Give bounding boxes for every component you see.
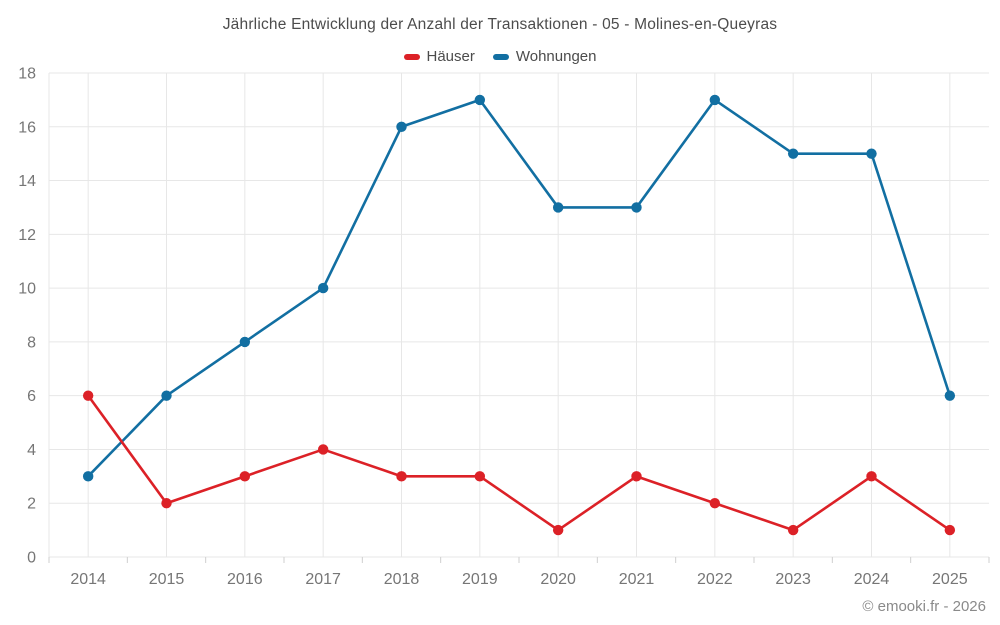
chart-legend: Häuser Wohnungen: [0, 48, 1000, 65]
y-tick-label: 18: [18, 66, 36, 83]
data-point-marker[interactable]: [866, 148, 877, 159]
data-point-marker[interactable]: [161, 390, 172, 401]
y-tick-label: 14: [18, 173, 36, 190]
data-point-marker[interactable]: [474, 94, 486, 106]
data-point-marker[interactable]: [787, 148, 799, 159]
legend-swatch-haeuser: [403, 53, 420, 60]
series-wohnungen: [82, 94, 956, 482]
axis-ticks: [48, 557, 990, 563]
y-tick-label: 0: [27, 550, 36, 567]
chart-title: Jährliche Entwicklung der Anzahl der Tra…: [222, 16, 778, 33]
y-tick-label: 10: [18, 281, 36, 298]
data-point-marker[interactable]: [787, 524, 799, 536]
data-point-marker[interactable]: [552, 202, 564, 213]
gridlines: [48, 72, 989, 558]
x-tick-label: 2015: [149, 571, 185, 588]
legend-item-wohnungen[interactable]: Wohnungen: [492, 48, 597, 65]
x-tick-label: 2023: [775, 571, 811, 588]
data-point-marker[interactable]: [239, 336, 251, 348]
y-tick-label: 4: [27, 442, 36, 459]
legend-label-wohnungen: Wohnungen: [515, 48, 597, 65]
x-tick-label: 2022: [697, 571, 733, 588]
y-tick-label: 8: [27, 334, 36, 351]
data-point-marker[interactable]: [944, 390, 956, 401]
x-tick-label: 2017: [305, 571, 341, 588]
y-axis-labels: 0 2 4 6 8 10 12 14 16 18: [18, 66, 36, 567]
data-point-marker[interactable]: [866, 471, 877, 482]
x-tick-label: 2020: [540, 571, 576, 588]
data-point-marker[interactable]: [396, 471, 407, 482]
data-point-marker[interactable]: [317, 444, 329, 455]
data-point-marker[interactable]: [82, 471, 94, 482]
data-point-marker[interactable]: [709, 94, 721, 106]
x-tick-label: 2019: [462, 571, 498, 588]
y-tick-label: 6: [27, 388, 36, 405]
data-point-marker[interactable]: [631, 202, 642, 213]
data-point-marker[interactable]: [239, 471, 251, 482]
data-point-marker[interactable]: [552, 524, 564, 536]
legend-label-haeuser: Häuser: [426, 48, 475, 65]
y-tick-label: 16: [18, 119, 36, 136]
data-point-marker[interactable]: [82, 390, 94, 401]
x-tick-label: 2018: [384, 571, 420, 588]
legend-swatch-wohnungen: [492, 53, 509, 60]
x-tick-label: 2016: [227, 571, 263, 588]
series-h-user: [82, 390, 956, 536]
y-tick-label: 12: [18, 227, 36, 244]
credit-text: © emooki.fr - 2026: [862, 598, 986, 615]
data-point-marker[interactable]: [944, 524, 956, 536]
x-axis-labels: 2014 2015 2016 2017 2018 2019 2020 2021 2022 2023…: [70, 571, 967, 588]
data-point-marker[interactable]: [396, 121, 407, 132]
data-point-marker[interactable]: [474, 471, 486, 482]
data-point-marker[interactable]: [709, 498, 721, 509]
x-tick-label: 2024: [854, 571, 890, 588]
data-point-marker[interactable]: [317, 282, 329, 294]
x-tick-label: 2014: [70, 571, 106, 588]
x-tick-label: 2021: [619, 571, 655, 588]
x-tick-label: 2025: [932, 571, 968, 588]
legend-item-haeuser[interactable]: Häuser: [403, 48, 475, 65]
y-tick-label: 2: [27, 496, 36, 513]
data-point-marker[interactable]: [161, 498, 172, 509]
data-point-marker[interactable]: [631, 471, 642, 482]
